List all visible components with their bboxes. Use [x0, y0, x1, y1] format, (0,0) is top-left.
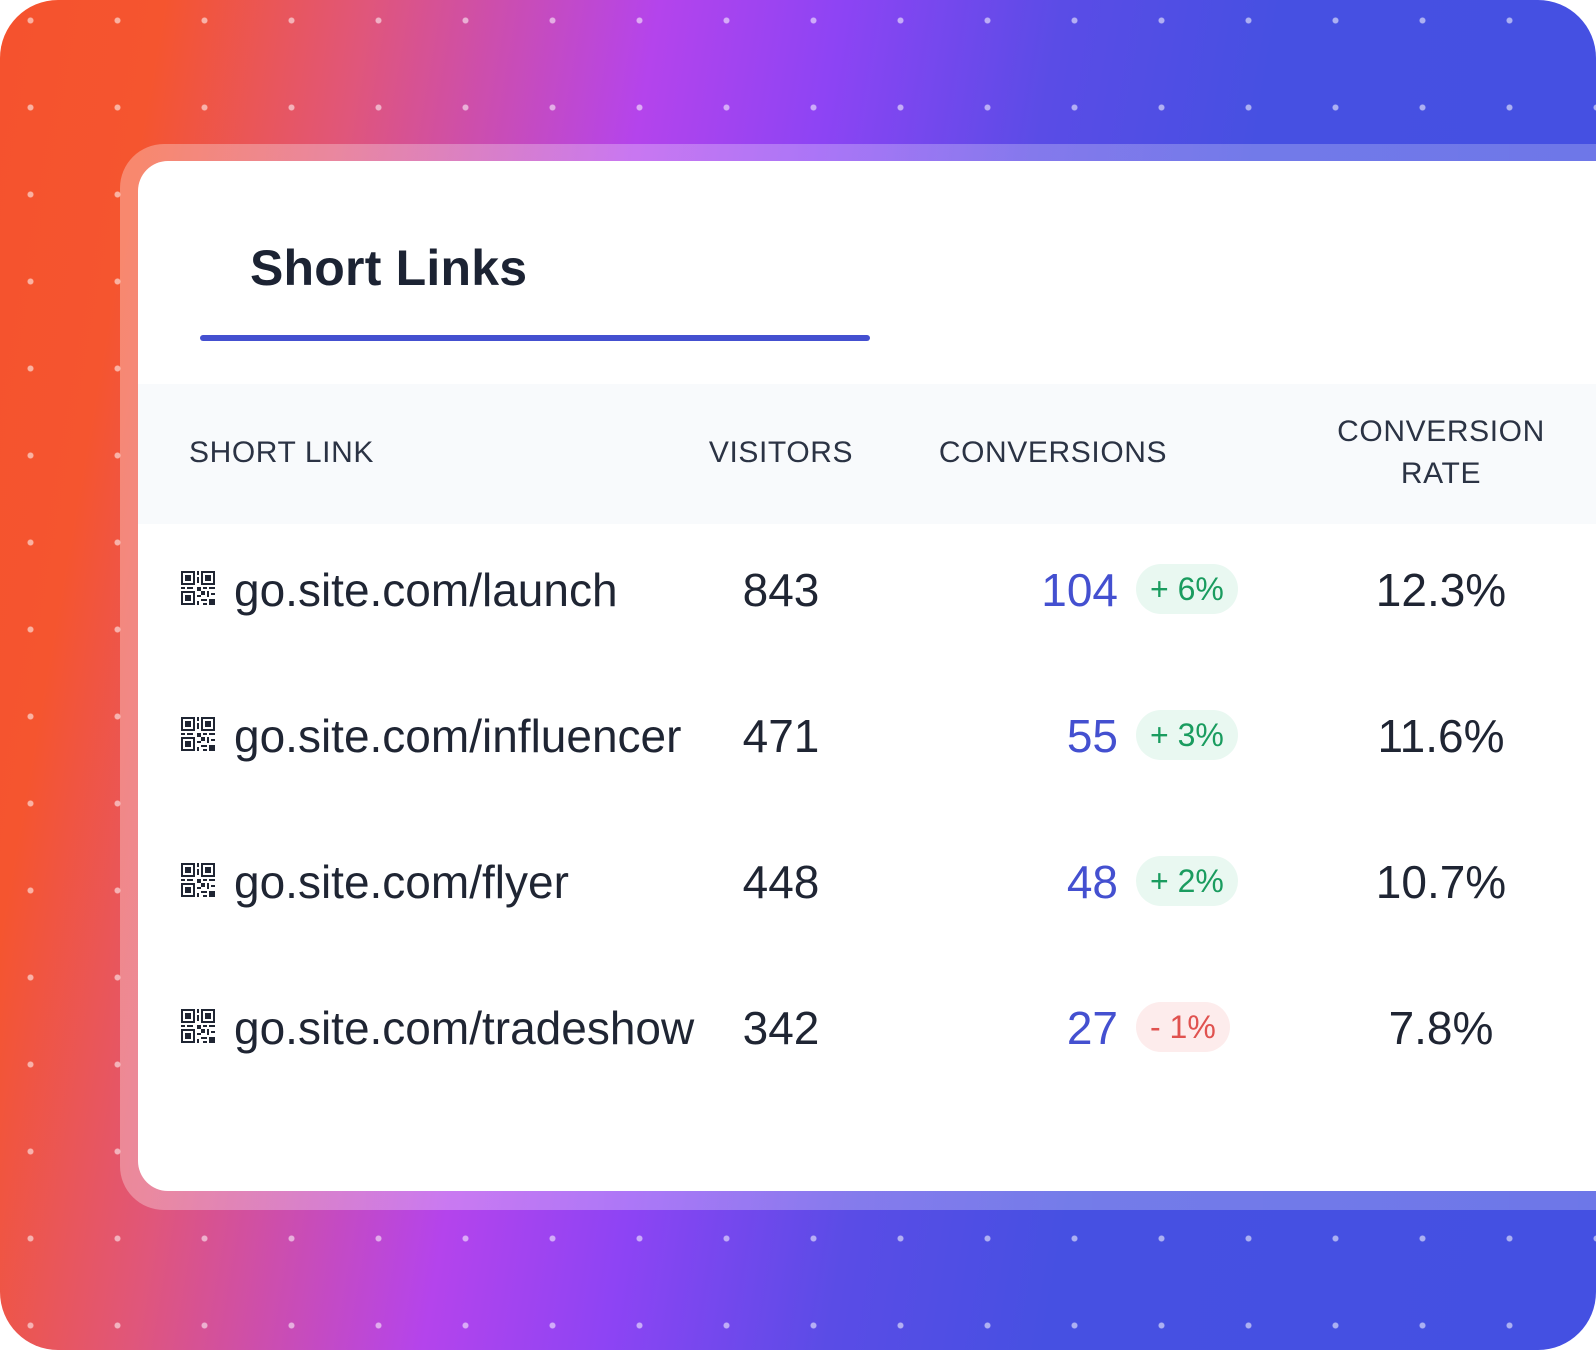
active-tab-indicator: [200, 335, 870, 341]
visitors-value: 448: [742, 856, 820, 908]
conversion-change-badge: + 3%: [1136, 710, 1238, 760]
visitors-value: 843: [742, 564, 820, 616]
visitors-value: 471: [742, 710, 820, 762]
conversion-change-badge: + 2%: [1136, 856, 1238, 906]
column-header-short-link[interactable]: SHORT LINK: [189, 436, 374, 469]
table-row[interactable]: go.site.com/tradeshow 342 27 - 1% 7.8%: [138, 975, 1596, 1075]
conversions-value: 48: [1066, 856, 1118, 908]
conversions-value: 104: [1041, 564, 1118, 616]
short-link-text[interactable]: go.site.com/tradeshow: [234, 1002, 695, 1054]
column-header-conversion-rate-line1: CONVERSION: [1337, 415, 1545, 448]
column-header-conversions[interactable]: CONVERSIONS: [938, 436, 1168, 469]
conversions-value: 27: [1066, 1002, 1118, 1054]
short-links-card: Short Links SHORT LINK VISITORS CONVERSI…: [138, 161, 1596, 1191]
conversion-rate-value: 10.7%: [1375, 856, 1507, 908]
conversions-value: 55: [1066, 710, 1118, 762]
qr-code-icon[interactable]: [181, 863, 215, 897]
qr-code-icon[interactable]: [181, 1009, 215, 1043]
short-link-text[interactable]: go.site.com/launch: [234, 564, 618, 616]
qr-code-icon[interactable]: [181, 717, 215, 751]
conversion-rate-value: 7.8%: [1388, 1002, 1494, 1054]
column-header-visitors[interactable]: VISITORS: [708, 436, 854, 469]
table-row[interactable]: go.site.com/flyer 448 48 + 2% 10.7%: [138, 829, 1596, 929]
table-row[interactable]: go.site.com/launch 843 104 + 6% 12.3%: [138, 537, 1596, 637]
short-link-text[interactable]: go.site.com/influencer: [234, 710, 682, 762]
tab-short-links[interactable]: Short Links: [250, 240, 528, 296]
short-link-text[interactable]: go.site.com/flyer: [234, 856, 569, 908]
visitors-value: 342: [742, 1002, 820, 1054]
column-header-conversion-rate-line2: RATE: [1400, 457, 1482, 490]
qr-code-icon[interactable]: [181, 571, 215, 605]
table-row[interactable]: go.site.com/influencer 471 55 + 3% 11.6%: [138, 683, 1596, 783]
conversion-rate-value: 11.6%: [1377, 710, 1505, 762]
table-header: SHORT LINK VISITORS CONVERSIONS CONVERSI…: [138, 384, 1596, 524]
conversion-change-badge: - 1%: [1136, 1002, 1230, 1052]
conversion-change-badge: + 6%: [1136, 564, 1238, 614]
conversion-rate-value: 12.3%: [1375, 564, 1507, 616]
column-header-conversion-rate[interactable]: CONVERSION RATE: [1306, 411, 1576, 495]
